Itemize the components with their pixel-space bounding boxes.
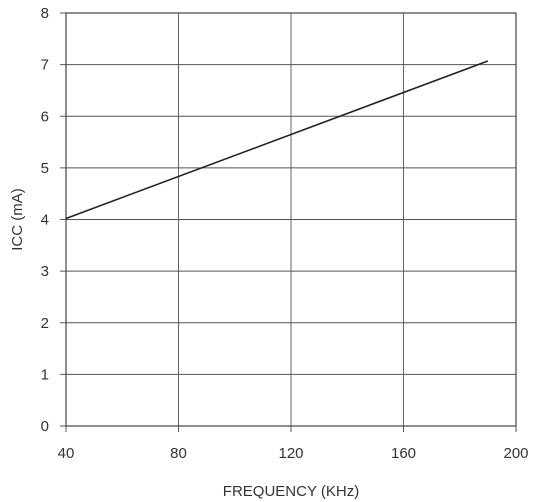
- series-line: [65, 60, 489, 220]
- y-tick-label: 8: [41, 5, 49, 22]
- y-tick-label: 0: [41, 418, 49, 435]
- series-layer: [65, 60, 489, 220]
- y-tick-label: 4: [41, 212, 49, 229]
- x-tick-label: 80: [170, 445, 187, 462]
- y-tick-labels: 0 1 2 3 4 5 6 7 8: [41, 5, 49, 435]
- x-tick-label: 40: [58, 445, 75, 462]
- x-tick-label: 120: [278, 445, 303, 462]
- y-tick-label: 5: [41, 160, 49, 177]
- x-tick-label: 200: [503, 445, 528, 462]
- y-tick-label: 6: [41, 108, 49, 125]
- y-axis-label: ICC (mA): [9, 188, 26, 251]
- y-tick-label: 3: [41, 263, 49, 280]
- y-tick-label: 7: [41, 57, 49, 74]
- x-tick-label: 160: [391, 445, 416, 462]
- y-tick-label: 1: [41, 366, 49, 383]
- x-axis-label: FREQUENCY (KHz): [223, 483, 359, 500]
- x-tick-labels: 40 80 120 160 200: [58, 445, 529, 462]
- plot-frame: [65, 12, 517, 427]
- y-tick-label: 2: [41, 315, 49, 332]
